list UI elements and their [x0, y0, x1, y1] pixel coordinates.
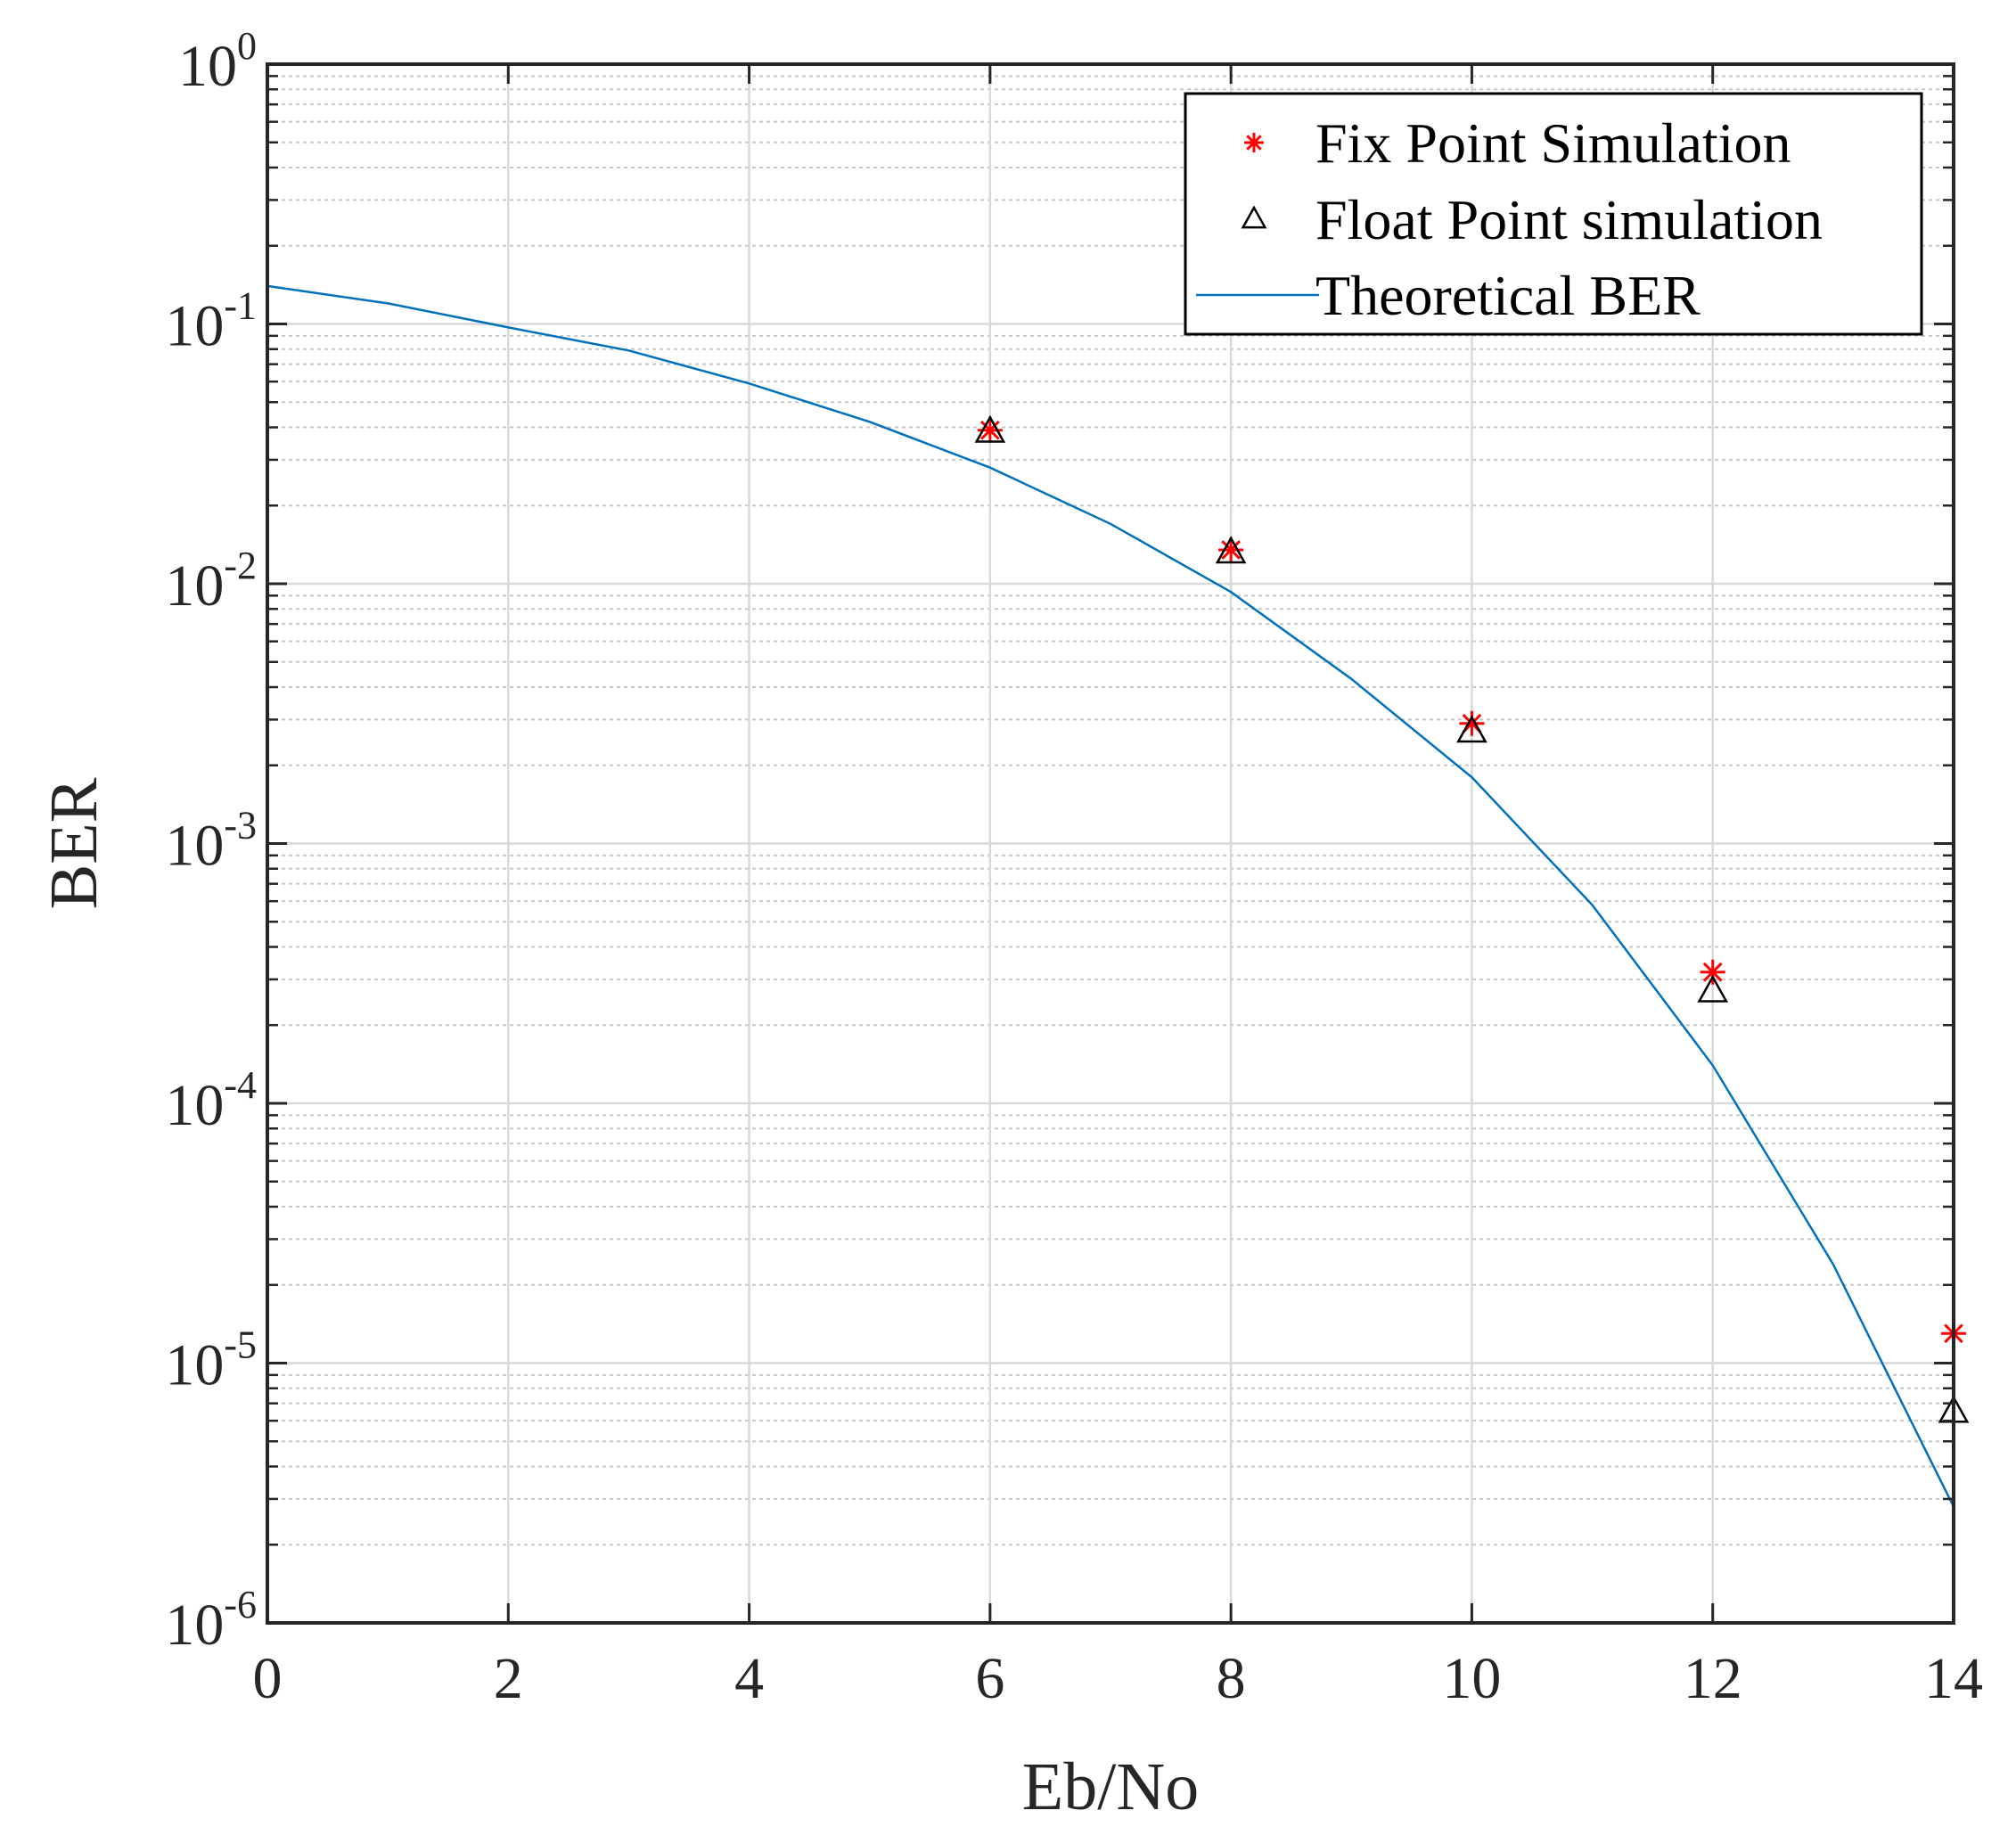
x-tick-label: 2 — [494, 1646, 523, 1711]
y-tick-label: 10-2 — [165, 544, 257, 618]
x-tick-label: 14 — [1924, 1646, 1983, 1711]
legend-label: Float Point simulation — [1315, 188, 1823, 251]
legend: Fix Point Simulation Float Point simulati… — [1184, 92, 1923, 336]
triangle-marker — [974, 414, 1006, 443]
y-tick-exponent: -3 — [224, 804, 257, 848]
x-tick-label: 4 — [734, 1646, 764, 1711]
x-tick-label: 0 — [253, 1646, 283, 1711]
y-tick-label: 10-5 — [165, 1323, 257, 1398]
y-tick-base: 10 — [165, 814, 224, 879]
y-tick-label: 100 — [178, 24, 257, 99]
x-tick-label: 6 — [975, 1646, 1004, 1711]
x-tick-label: 12 — [1684, 1646, 1742, 1711]
y-tick-exponent: -2 — [224, 544, 257, 587]
triangle-marker — [1697, 974, 1729, 1003]
asterisk-stroke — [1246, 135, 1262, 151]
legend-entry: Float Point simulation — [1241, 188, 1823, 251]
y-tick-label: 10-4 — [165, 1063, 257, 1138]
legend-label: Fix Point Simulation — [1315, 111, 1791, 175]
y-tick-exponent: -4 — [224, 1063, 257, 1107]
y-tick-label: 10-3 — [165, 804, 257, 879]
asterisk-stroke — [1702, 962, 1723, 982]
triangle-marker — [1241, 205, 1267, 229]
y-tick-base: 10 — [178, 34, 237, 99]
y-tick-exponent: 0 — [237, 24, 257, 68]
series-theoretical-ber — [266, 284, 1955, 1508]
y-tick-label: 10-1 — [165, 284, 257, 359]
legend-entry: Theoretical BER — [1196, 264, 1700, 327]
triangle-marker — [1215, 536, 1247, 564]
y-tick-base: 10 — [165, 1073, 224, 1138]
triangle-marker — [1456, 715, 1487, 743]
asterisk-marker — [1244, 133, 1264, 152]
legend-entry: Fix Point Simulation — [1244, 111, 1791, 175]
asterisk-stroke — [1221, 540, 1242, 560]
x-tick-labels: 0 2 4 6 8 10 12 14 — [253, 1646, 1984, 1711]
asterisk-stroke — [979, 420, 1000, 440]
tick-marks — [266, 62, 1955, 1625]
x-axis-title: Eb/No — [1022, 1749, 1199, 1824]
y-tick-base: 10 — [165, 553, 224, 618]
y-axis-title: BER — [37, 777, 111, 909]
y-tick-base: 10 — [165, 1333, 224, 1398]
y-tick-label: 10-6 — [165, 1583, 257, 1658]
y-tick-exponent: -5 — [224, 1323, 257, 1367]
theoretical-line — [266, 284, 1955, 1508]
asterisk-marker — [1218, 537, 1244, 563]
x-tick-label: 8 — [1217, 1646, 1246, 1711]
y-tick-exponent: -6 — [224, 1583, 257, 1626]
legend-label: Theoretical BER — [1315, 264, 1700, 327]
y-tick-base: 10 — [165, 294, 224, 359]
asterisk-marker — [1700, 959, 1725, 985]
y-tick-base: 10 — [165, 1593, 224, 1658]
x-tick-label: 10 — [1442, 1646, 1501, 1711]
y-tick-exponent: -1 — [224, 284, 257, 328]
